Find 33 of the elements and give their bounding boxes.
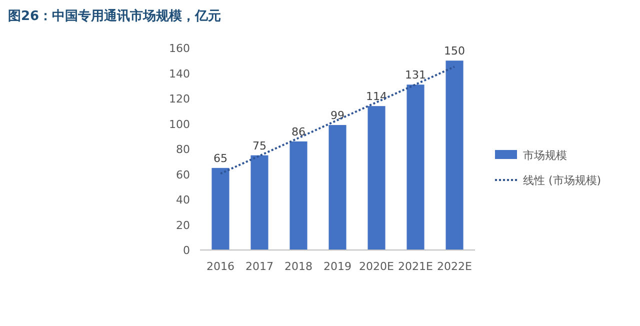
bar: [406, 84, 424, 250]
x-tick-label: 2016: [206, 260, 234, 273]
bar: [250, 155, 268, 250]
x-tick-label: 2020E: [359, 260, 394, 273]
chart-title: 图26：中国专用通讯市场规模，亿元: [8, 8, 222, 24]
x-tick-label: 2018: [284, 260, 312, 273]
data-label: 131: [405, 68, 426, 82]
data-label: 75: [252, 139, 266, 152]
y-tick-label: 120: [169, 92, 190, 106]
bar: [290, 141, 308, 250]
x-tick-label: 2021E: [398, 260, 434, 273]
y-tick-label: 80: [176, 143, 190, 156]
y-tick-label: 0: [183, 244, 190, 257]
data-label: 150: [444, 44, 466, 58]
data-label: 65: [213, 152, 228, 165]
x-tick-label: 2019: [324, 260, 352, 273]
x-tick-label: 2017: [245, 260, 274, 273]
y-tick-label: 100: [169, 118, 190, 131]
y-tick-label: 140: [169, 67, 190, 80]
data-label: 86: [291, 125, 306, 138]
bar: [368, 106, 386, 250]
legend-label: 市场规模: [523, 149, 567, 162]
legend-label: 线性 (市场规模): [523, 174, 602, 187]
y-tick-label: 20: [176, 218, 190, 232]
data-label: 99: [330, 109, 344, 122]
y-tick-label: 60: [176, 168, 190, 182]
bar: [212, 168, 230, 250]
data-label: 114: [366, 90, 388, 104]
y-tick-label: 40: [176, 194, 190, 206]
bar: [446, 60, 464, 250]
y-tick-label: 160: [169, 42, 190, 55]
x-tick-label: 2022E: [437, 260, 472, 273]
bar: [328, 125, 346, 250]
